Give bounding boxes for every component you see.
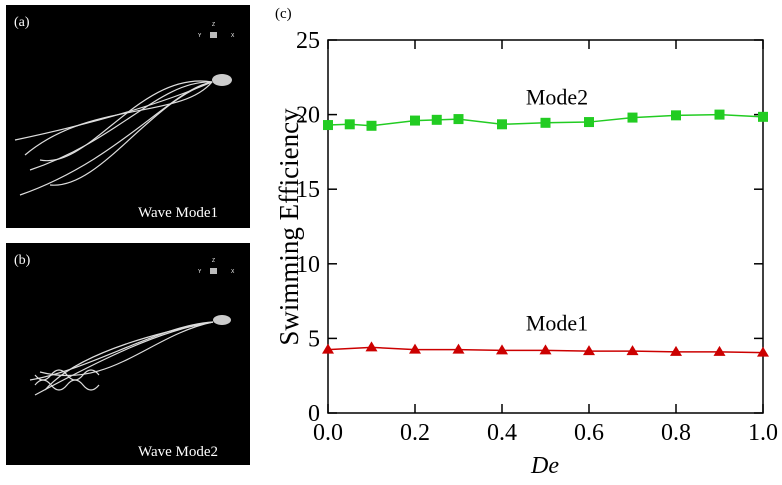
y-tick-label: 25 [296,28,320,54]
series-label: Mode2 [526,84,588,109]
marker [539,344,552,355]
axis-label: Y [198,33,202,39]
marker [323,120,333,131]
marker [584,117,594,128]
x-tick-label: 0.6 [574,420,604,446]
y-tick-label: 20 [296,103,320,129]
x-axis-label: De [530,453,559,479]
marker [671,110,681,121]
marker [365,341,378,352]
marker [714,109,725,120]
x-tick-label: 0.0 [313,420,343,446]
caption: Wave Mode1 [138,205,218,221]
marker [344,119,355,130]
marker [496,344,508,355]
caption: Wave Mode2 [138,444,218,460]
y-tick-label: 10 [296,252,320,278]
head [213,315,231,325]
axis-label: Z [212,22,215,28]
strands [29,321,214,396]
axis-label: X [231,269,235,275]
image-background [6,5,250,228]
y-tick-label: 15 [296,177,320,203]
head [212,74,232,86]
x-tick-label: 0.2 [400,420,430,446]
axis-icon [210,268,217,274]
axis-label: Z [212,258,215,264]
panel-b: (b) Wave Mode2 Z Y X [6,243,250,465]
image-background [6,243,250,465]
panel-a: (a) Wave Mode1 Z Y X [6,5,250,228]
y-axis-label: Swimming Efficiency [274,108,304,346]
marker [431,114,442,125]
marker [540,117,551,128]
panel-label: (b) [14,253,31,268]
x-tick-label: 0.8 [661,420,691,446]
marker [583,345,595,356]
marker [626,345,639,356]
marker [497,119,507,130]
marker [757,346,769,357]
marker [713,345,726,356]
marker [453,114,464,125]
chart: (c) Swimming Efficiency De 0 5 10 15 20 25 0.0… [274,6,778,479]
marker [758,111,768,122]
marker [670,345,682,356]
y-tick-label: 5 [308,326,320,352]
series-label: Mode1 [526,310,588,335]
marker [410,115,420,126]
x-tick-label: 1.0 [748,420,778,446]
marker [366,120,377,131]
y-tick-label: 0 [308,401,320,427]
marker [322,343,334,354]
plot-frame [327,39,764,414]
marker [627,112,638,123]
axis-label: X [231,33,235,39]
panel-label: (c) [275,6,292,22]
strands [14,80,213,196]
axis-label: Y [198,269,202,275]
panel-label: (a) [14,15,30,30]
marker [452,343,465,354]
axis-icon [210,32,217,38]
marker [409,343,421,354]
x-tick-label: 0.4 [487,420,517,446]
